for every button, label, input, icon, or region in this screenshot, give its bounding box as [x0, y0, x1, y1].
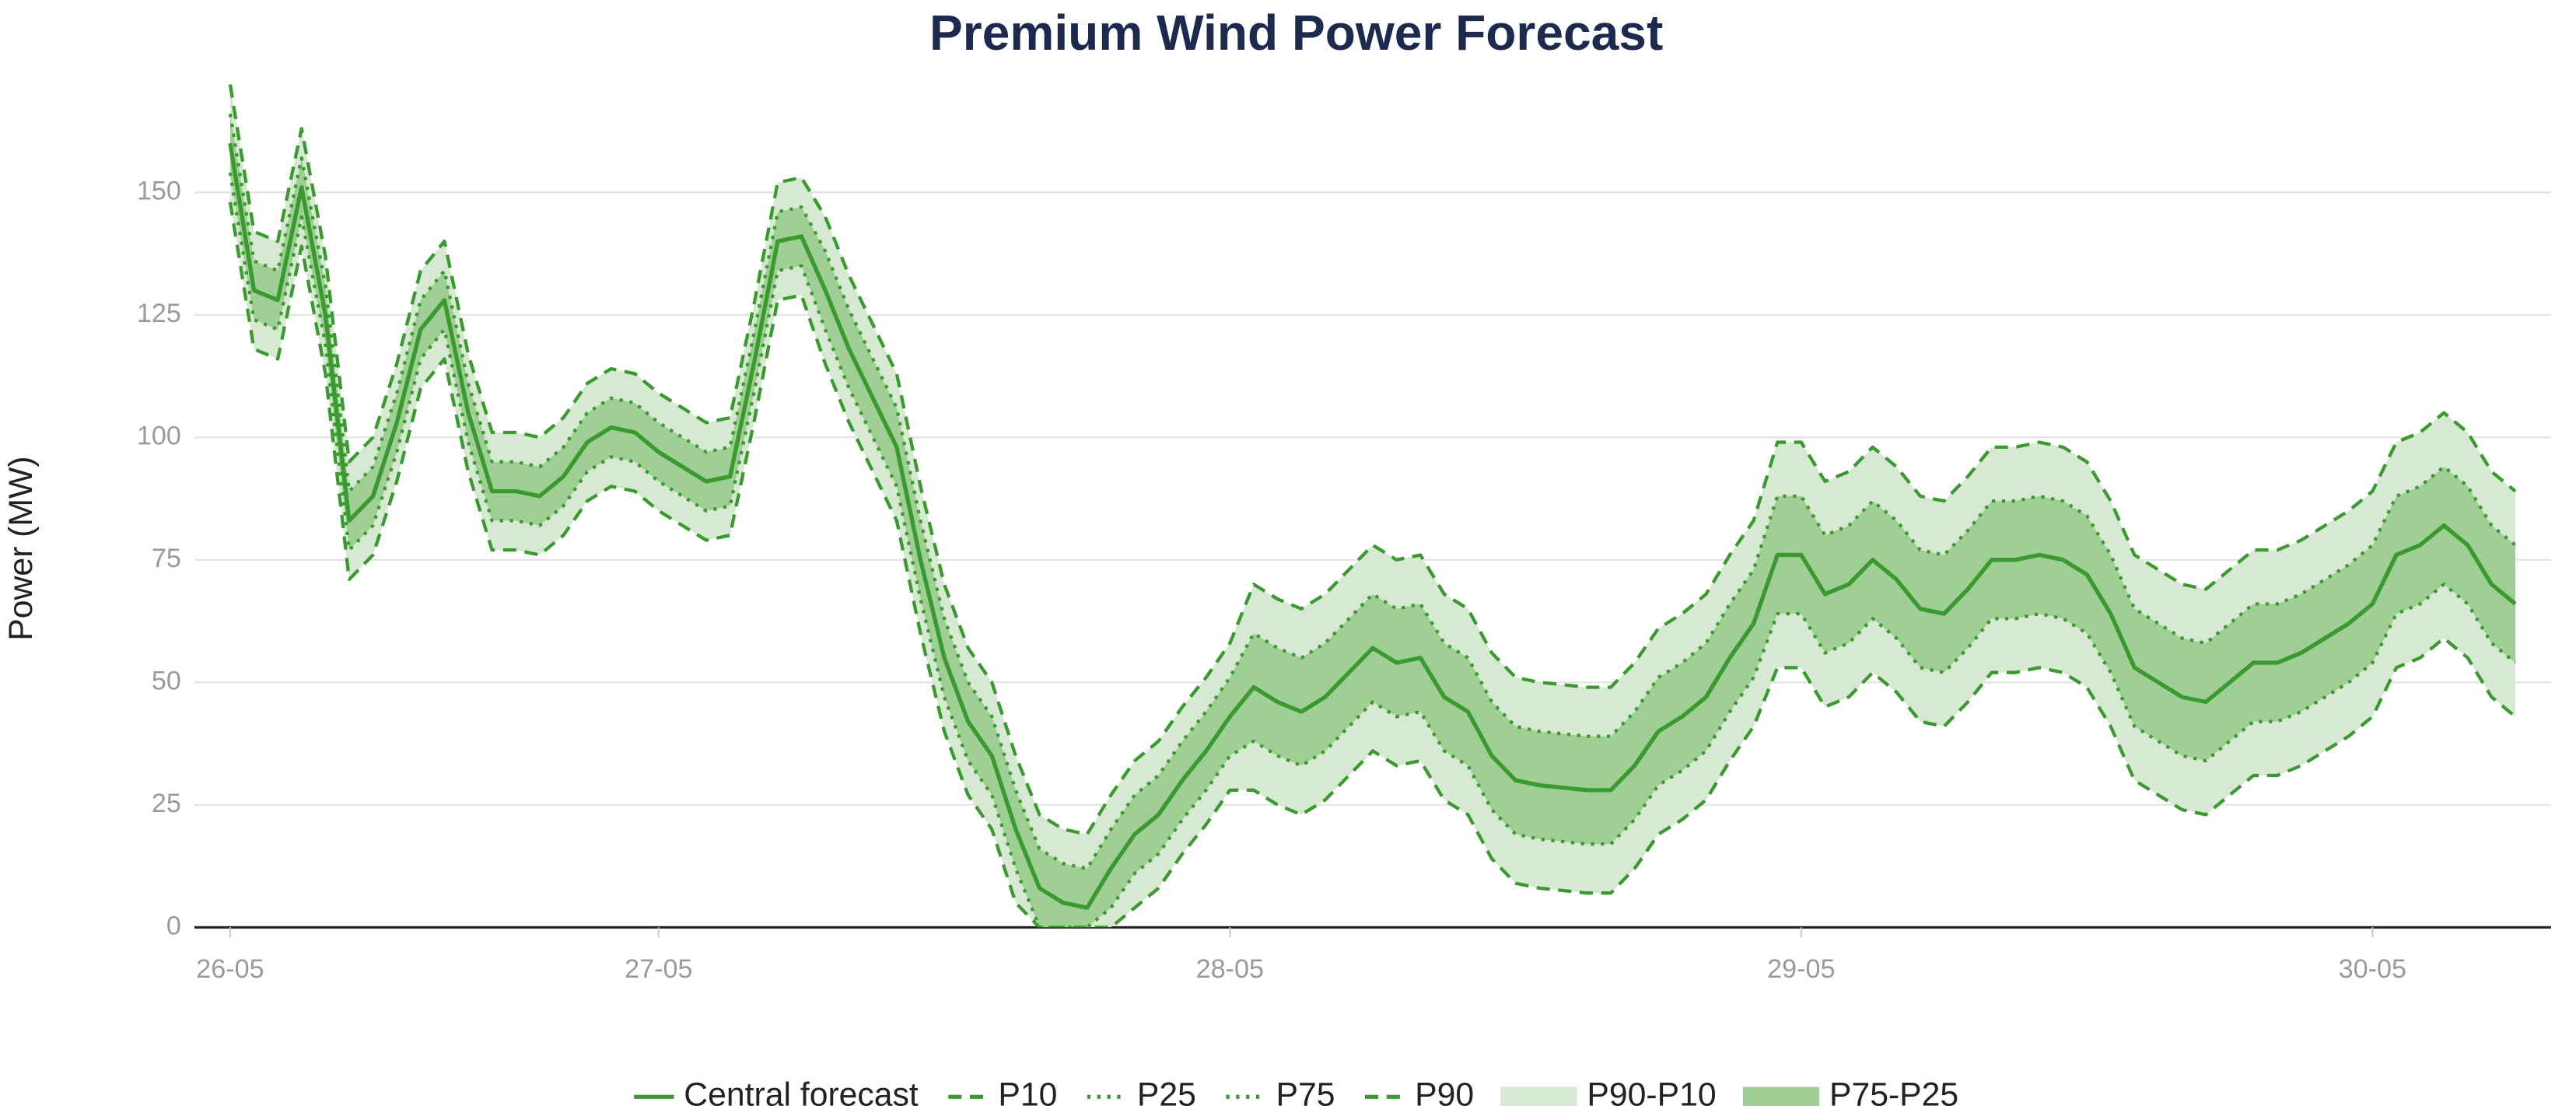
legend-item: P90-P10 — [1500, 1076, 1717, 1106]
x-tick-label: 28-05 — [1196, 954, 1264, 984]
x-tick-label: 26-05 — [196, 954, 264, 984]
y-tick-label: 50 — [152, 666, 181, 695]
legend-item: P75-P25 — [1742, 1076, 1958, 1106]
band — [229, 114, 2516, 928]
plot-area — [228, 84, 2517, 928]
y-tick-label: 100 — [137, 421, 181, 450]
series-line — [228, 201, 2517, 928]
series-line — [228, 84, 2517, 836]
chart-title: Premium Wind Power Forecast — [929, 5, 1663, 61]
x-tick-label: 27-05 — [625, 954, 692, 984]
axes: 0 25 50 75 100 125 150 26-05 27-05 28-05 29-05 30-0… — [137, 176, 2406, 984]
x-tick-label: 30-05 — [2339, 954, 2406, 984]
series-line — [228, 114, 2517, 870]
y-axis-label: Power (MW) — [2, 456, 40, 640]
legend-label: P75-P25 — [1829, 1076, 1958, 1106]
legend-label: P90-P10 — [1587, 1076, 1716, 1106]
series-line — [228, 172, 2517, 928]
legend-item: P10 — [948, 1076, 1057, 1106]
y-tick-label: 25 — [152, 789, 181, 818]
legend-item: Central forecast — [634, 1076, 919, 1106]
legend-symbol — [1742, 1087, 1820, 1106]
x-tick-label: 29-05 — [1767, 954, 1835, 984]
legend-label: P10 — [998, 1076, 1057, 1106]
band — [229, 84, 2516, 928]
legend-label: P75 — [1276, 1076, 1335, 1106]
legend-item: P75 — [1226, 1076, 1335, 1106]
y-tick-label: 0 — [166, 911, 181, 940]
legend-item: P90 — [1365, 1076, 1474, 1106]
legend-label: Central forecast — [684, 1076, 919, 1106]
legend: Central forecast P10 P25 P75 P90 P90-P10 P75-P… — [634, 1076, 1958, 1106]
legend-label: P25 — [1137, 1076, 1196, 1106]
y-tick-label: 75 — [152, 544, 181, 573]
legend-symbol — [1500, 1087, 1577, 1106]
y-tick-label: 150 — [137, 176, 181, 205]
y-tick-label: 125 — [137, 299, 181, 328]
legend-label: P90 — [1415, 1076, 1474, 1106]
series-line — [228, 142, 2517, 910]
legend-item: P25 — [1087, 1076, 1196, 1106]
